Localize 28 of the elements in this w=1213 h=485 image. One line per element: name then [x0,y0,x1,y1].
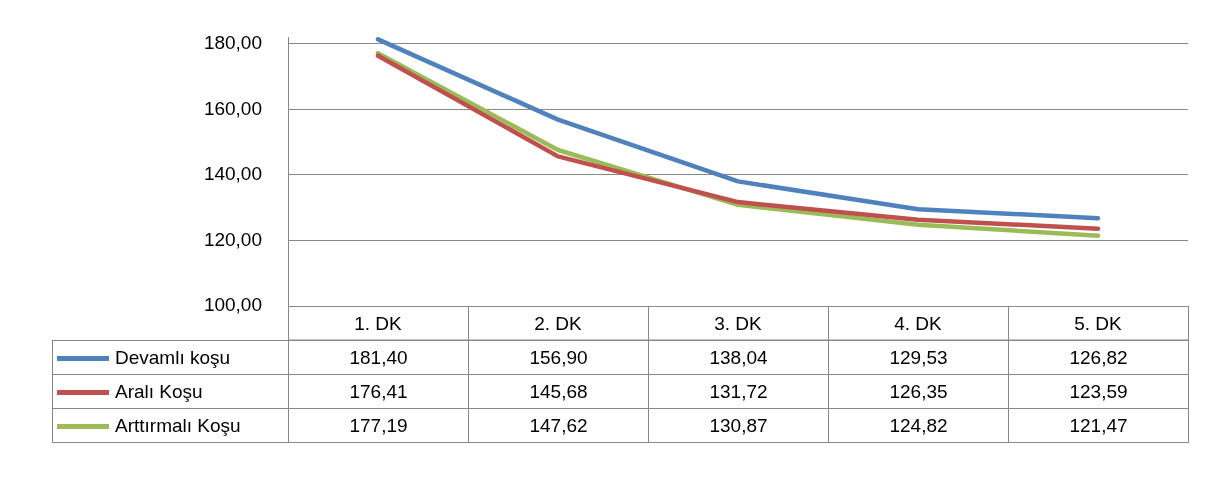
y-tick-label: 100,00 [203,294,262,316]
data-label: 126,82 [1008,340,1189,375]
data-label: 177,19 [288,408,469,443]
data-label: 145,68 [468,374,649,409]
y-tick-label: 120,00 [203,228,262,250]
data-label: 130,87 [648,408,829,443]
legend-label: Aralı Koşu [52,374,289,409]
data-label: 181,40 [288,340,469,375]
y-tick-label: 140,00 [203,163,262,185]
data-label: 121,47 [1008,408,1189,443]
data-label: 131,72 [648,374,829,409]
x-tick-label: 1. DK [354,312,403,334]
data-label: 126,35 [828,374,1009,409]
data-label: 124,82 [828,408,1009,443]
data-label: 156,90 [468,340,649,375]
x-tick-label: 5. DK [1074,312,1123,334]
y-tick-label: 160,00 [203,97,262,119]
data-label: 123,59 [1008,374,1189,409]
data-label: 176,41 [288,374,469,409]
data-label: 147,62 [468,408,649,443]
x-tick-label: 4. DK [894,312,943,334]
x-tick-label: 2. DK [534,312,583,334]
legend-label: Arttırmalı Koşu [52,408,289,443]
x-tick-label: 3. DK [714,312,763,334]
data-label: 138,04 [648,340,829,375]
data-label: 129,53 [828,340,1009,375]
y-tick-label: 180,00 [203,32,262,54]
legend-label: Devamlı koşu [52,340,289,375]
